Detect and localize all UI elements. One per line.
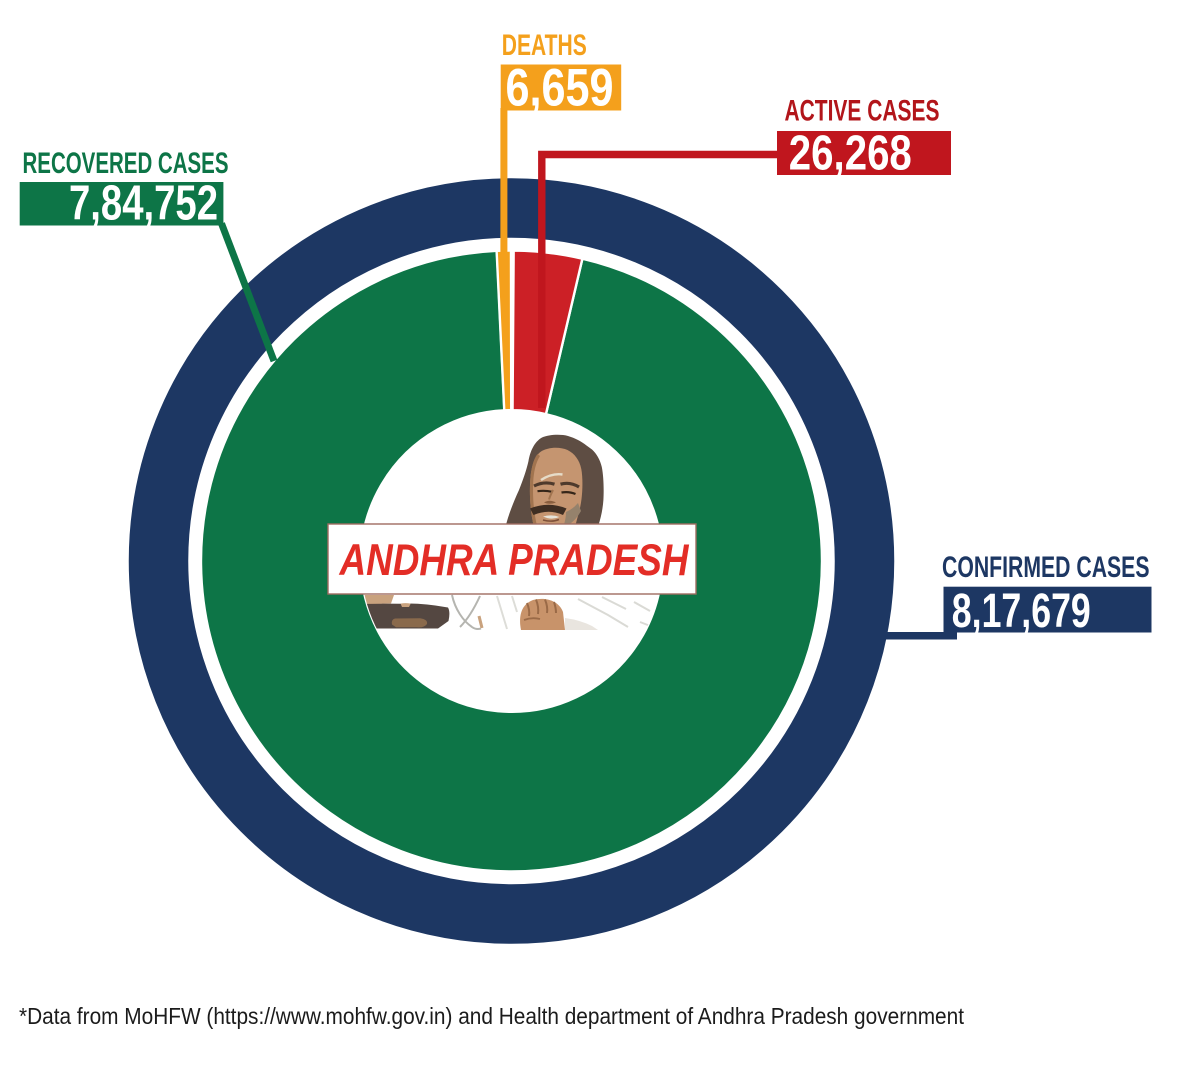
svg-text:8,17,679: 8,17,679 xyxy=(952,584,1091,638)
svg-text:26,268: 26,268 xyxy=(789,126,912,180)
svg-text:ACTIVE CASES: ACTIVE CASES xyxy=(785,95,940,128)
svg-text:DEATHS: DEATHS xyxy=(502,29,587,62)
svg-text:CONFIRMED CASES: CONFIRMED CASES xyxy=(942,551,1150,584)
svg-text:ANDHRA PRADESH: ANDHRA PRADESH xyxy=(339,536,690,585)
svg-text:*Data from MoHFW (https://www.: *Data from MoHFW (https://www.mohfw.gov.… xyxy=(19,1003,964,1029)
svg-text:RECOVERED CASES: RECOVERED CASES xyxy=(23,147,229,180)
svg-text:6,659: 6,659 xyxy=(506,58,614,117)
svg-text:7,84,752: 7,84,752 xyxy=(69,176,218,230)
